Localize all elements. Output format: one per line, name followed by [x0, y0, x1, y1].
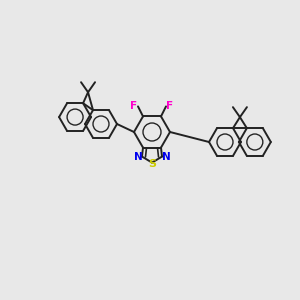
Text: S: S: [148, 159, 156, 169]
Text: N: N: [134, 152, 142, 162]
Text: N: N: [162, 152, 170, 162]
Text: F: F: [130, 101, 138, 111]
Text: F: F: [167, 101, 174, 111]
